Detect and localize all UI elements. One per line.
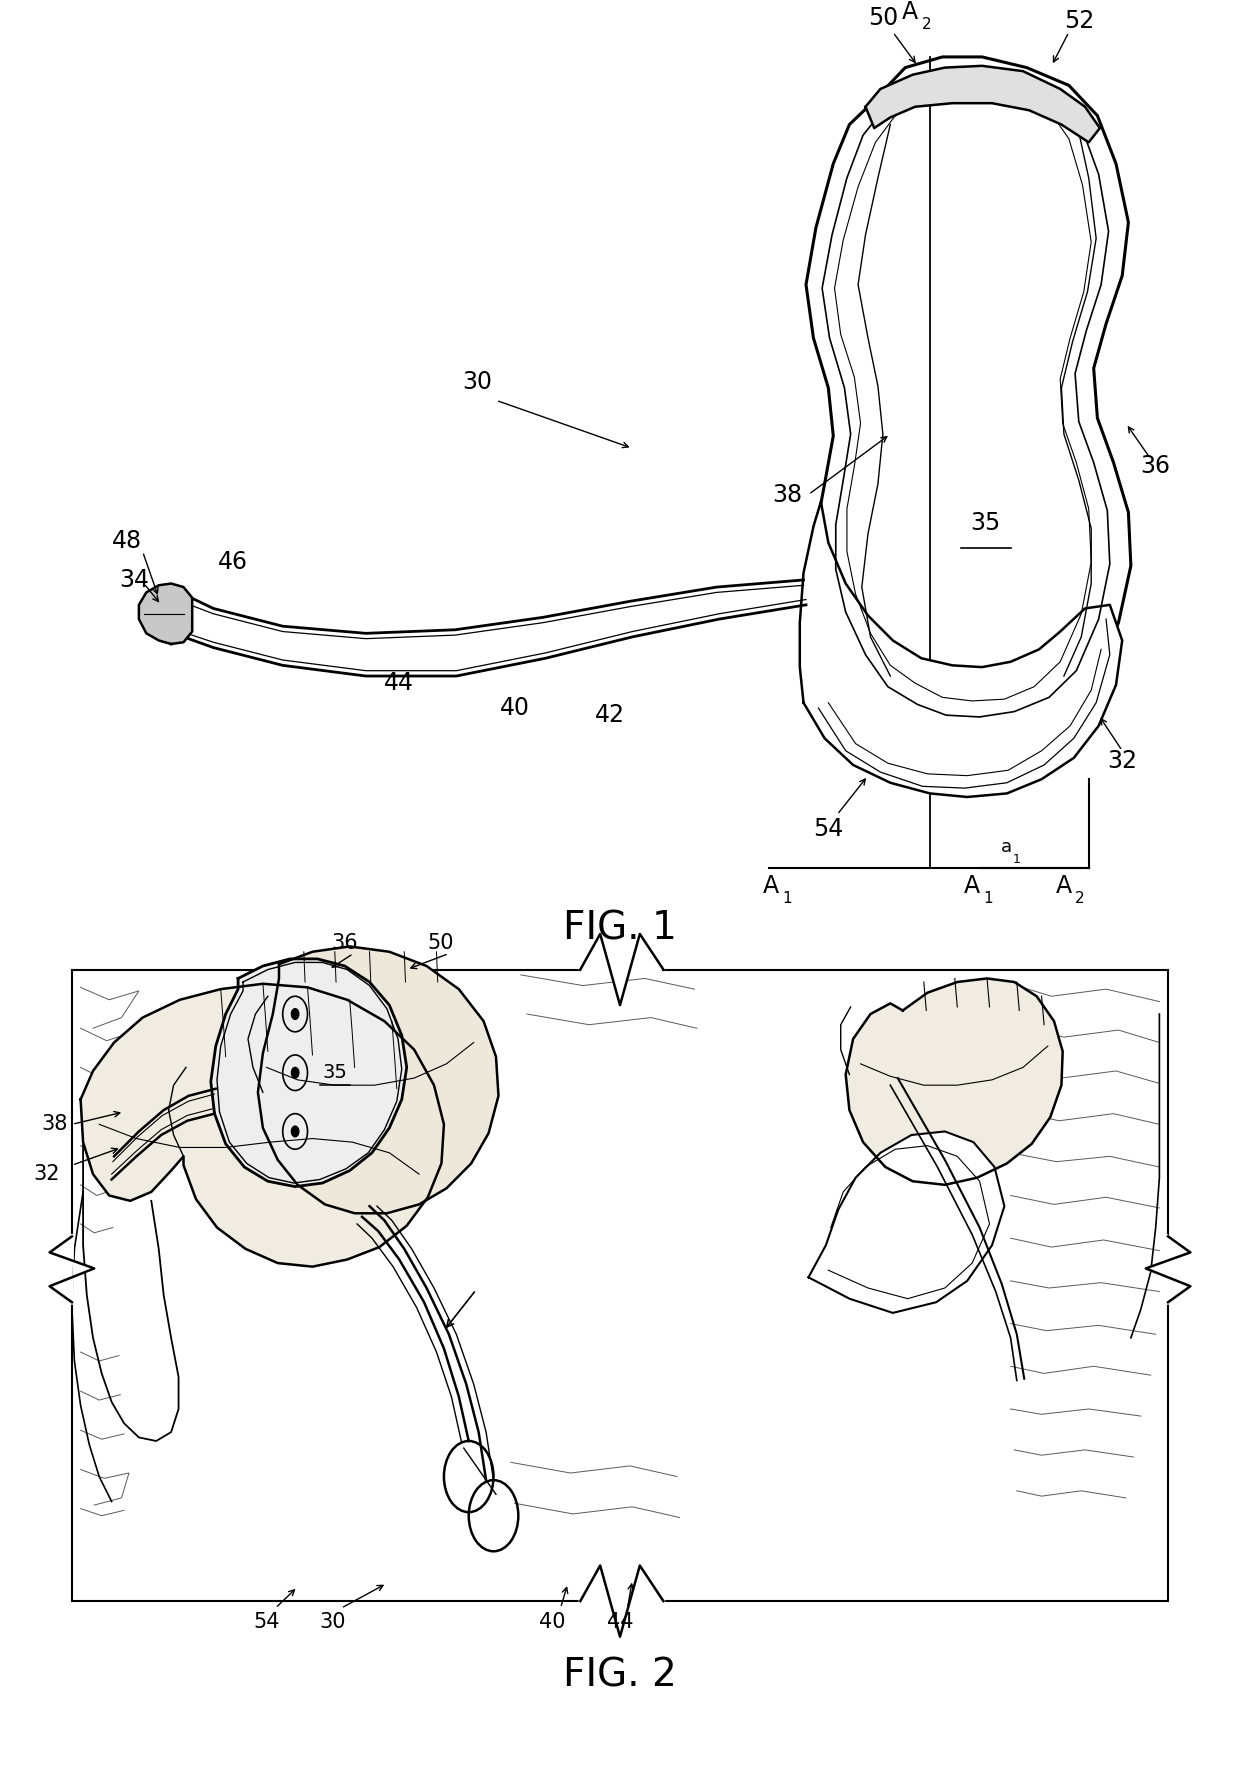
Polygon shape: [866, 66, 1100, 142]
Text: 54: 54: [253, 1612, 280, 1633]
Text: 46: 46: [218, 550, 248, 575]
Text: 35: 35: [322, 1064, 347, 1082]
Text: 50: 50: [427, 932, 454, 954]
Polygon shape: [579, 1564, 665, 1638]
Circle shape: [291, 1126, 299, 1137]
Polygon shape: [48, 1235, 95, 1304]
Text: FIG. 1: FIG. 1: [563, 909, 677, 948]
Text: a: a: [1002, 838, 1012, 856]
Text: 1: 1: [1013, 852, 1021, 866]
Polygon shape: [1145, 1235, 1192, 1304]
Polygon shape: [258, 946, 498, 1213]
Polygon shape: [846, 978, 1063, 1185]
Text: 35: 35: [971, 511, 1001, 535]
Text: 40: 40: [500, 696, 529, 720]
Text: 52: 52: [1064, 9, 1094, 34]
Text: 32: 32: [1107, 749, 1137, 774]
Text: 36: 36: [1141, 454, 1171, 479]
Text: A: A: [963, 873, 981, 898]
Polygon shape: [806, 57, 1131, 733]
Text: 1: 1: [983, 891, 993, 906]
Polygon shape: [800, 502, 1122, 797]
Text: 36: 36: [331, 932, 358, 954]
Text: FIG. 2: FIG. 2: [563, 1656, 677, 1695]
Text: 38: 38: [773, 482, 802, 507]
Text: 40: 40: [538, 1612, 565, 1633]
Circle shape: [291, 1067, 299, 1078]
Polygon shape: [139, 584, 192, 644]
Polygon shape: [808, 1131, 1004, 1313]
Text: 34: 34: [119, 568, 149, 592]
Polygon shape: [211, 959, 407, 1187]
Text: 2: 2: [921, 18, 931, 32]
Text: A: A: [901, 0, 919, 25]
Polygon shape: [579, 932, 665, 1007]
Text: 32: 32: [33, 1163, 61, 1185]
Text: 2: 2: [1075, 891, 1085, 906]
Text: A: A: [1055, 873, 1073, 898]
Text: 30: 30: [319, 1612, 346, 1633]
Text: 54: 54: [813, 817, 843, 841]
Text: 30: 30: [463, 370, 492, 395]
Circle shape: [291, 1009, 299, 1019]
Text: 44: 44: [384, 671, 414, 696]
Text: 44: 44: [606, 1612, 634, 1633]
Text: 48: 48: [112, 528, 141, 553]
Text: 1: 1: [782, 891, 792, 906]
Text: 50: 50: [868, 5, 898, 30]
Text: 42: 42: [595, 703, 625, 728]
Polygon shape: [81, 984, 444, 1267]
Text: A: A: [763, 873, 780, 898]
Text: 38: 38: [41, 1114, 68, 1135]
